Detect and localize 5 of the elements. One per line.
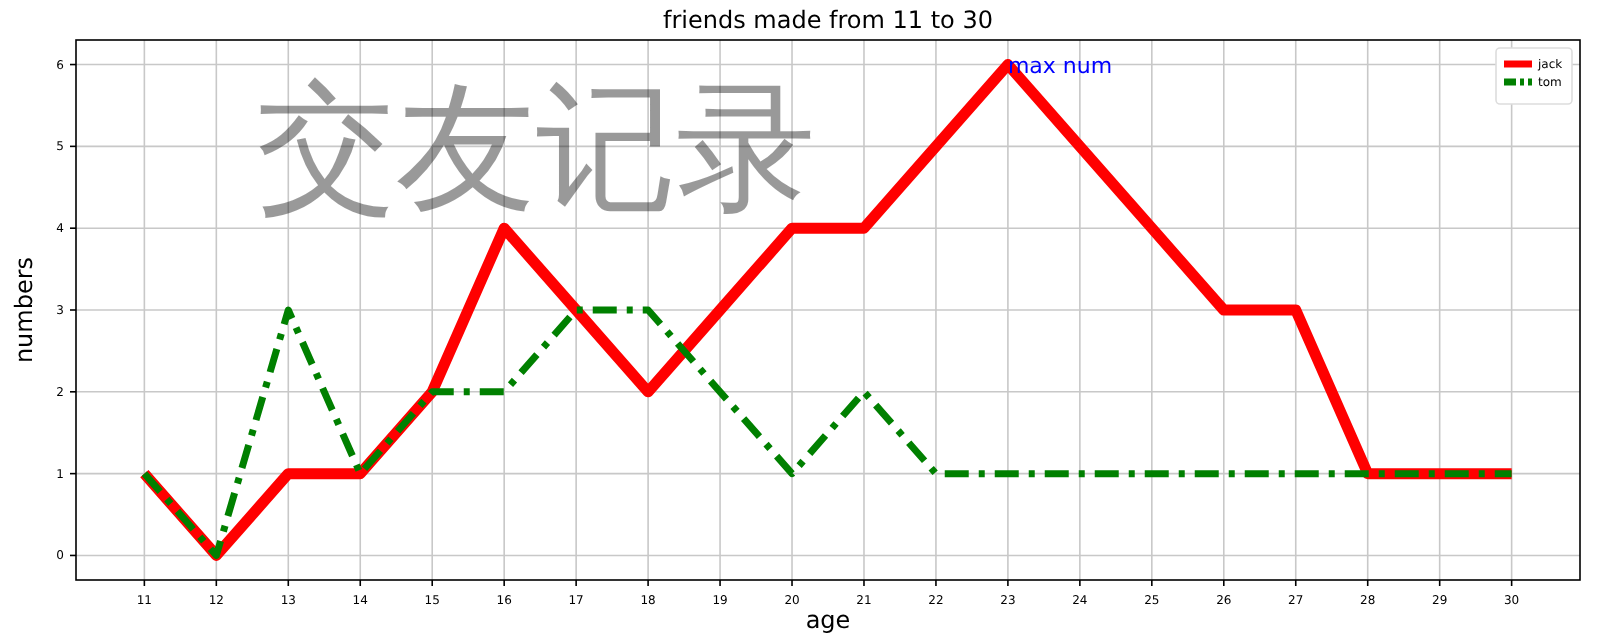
x-axis-title: age	[805, 606, 851, 634]
chart-title: friends made from 11 to 30	[663, 6, 993, 34]
y-axis-title: numbers	[10, 256, 38, 364]
line-series	[140, 306, 1516, 559]
annotation: 交友记录	[256, 70, 816, 226]
